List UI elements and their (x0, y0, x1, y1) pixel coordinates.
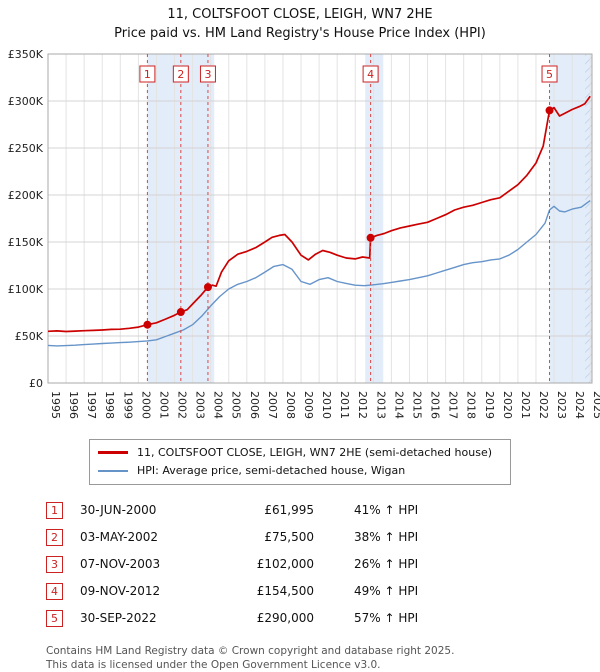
svg-text:2006: 2006 (248, 391, 261, 419)
sale-markers: 1 2 3 4 5 (139, 53, 558, 383)
svg-text:2015: 2015 (410, 391, 423, 419)
svg-text:£100K: £100K (8, 283, 44, 296)
svg-text:2016: 2016 (429, 391, 442, 419)
table-row: 4 09-NOV-2012 £154,500 49% ↑ HPI (46, 578, 600, 605)
sale-date: 07-NOV-2003 (80, 557, 161, 572)
chart-legend: 11, COLTSFOOT CLOSE, LEIGH, WN7 2HE (sem… (89, 438, 511, 485)
sale-price: £75,500 (264, 530, 314, 545)
shaded-bands (147, 53, 592, 383)
svg-text:2017: 2017 (447, 391, 460, 419)
svg-text:2019: 2019 (483, 391, 496, 419)
svg-text:2021: 2021 (519, 391, 532, 419)
svg-text:2020: 2020 (501, 391, 514, 419)
svg-text:2002: 2002 (176, 391, 189, 419)
svg-text:2: 2 (177, 68, 184, 81)
sales-table: 1 30-JUN-2000 £61,995 41% ↑ HPI 2 03-MAY-2002… (46, 497, 600, 632)
svg-text:2011: 2011 (338, 391, 351, 419)
sale-hpi-delta: 57% ↑ HPI (354, 611, 419, 626)
chart-title-block: 11, COLTSFOOT CLOSE, LEIGH, WN7 2HE Pric… (0, 0, 600, 44)
table-row: 5 30-SEP-2022 £290,000 57% ↑ HPI (46, 605, 600, 632)
sale-number-badge: 3 (46, 555, 63, 573)
svg-text:£350K: £350K (8, 48, 44, 61)
page-title: 11, COLTSFOOT CLOSE, LEIGH, WN7 2HE (167, 7, 433, 22)
svg-text:1: 1 (144, 68, 151, 81)
sale-date: 30-SEP-2022 (80, 611, 157, 626)
sale-date: 09-NOV-2012 (80, 584, 161, 599)
sale-hpi-delta: 49% ↑ HPI (354, 584, 419, 599)
legend-label-hpi: HPI: Average price, semi-detached house,… (137, 464, 406, 478)
legend-swatch-property (98, 451, 128, 455)
svg-text:4: 4 (367, 68, 374, 81)
price-chart-svg: 1995 1996 1997 1998 1999 2000 2001 2002 2003 2004… (8, 48, 600, 419)
sale-date: 30-JUN-2000 (80, 503, 157, 518)
sale-price: £290,000 (256, 611, 314, 626)
svg-text:£50K: £50K (15, 330, 44, 343)
svg-text:5: 5 (546, 68, 553, 81)
svg-text:2023: 2023 (555, 391, 568, 419)
footer-licence: This data is licensed under the Open Gov… (46, 658, 381, 671)
svg-text:£200K: £200K (8, 189, 44, 202)
svg-text:1995: 1995 (49, 391, 62, 419)
sale-price: £154,500 (256, 584, 314, 599)
svg-text:£150K: £150K (8, 236, 44, 249)
svg-text:2004: 2004 (212, 391, 225, 419)
page-subtitle: Price paid vs. HM Land Registry's House … (114, 25, 486, 41)
sale-price: £61,995 (264, 503, 314, 518)
legend-label-property: 11, COLTSFOOT CLOSE, LEIGH, WN7 2HE (sem… (137, 446, 492, 460)
svg-text:2022: 2022 (537, 391, 550, 419)
series-property-line (47, 95, 591, 333)
gridlines: 1995 1996 1997 1998 1999 2000 2001 2002 2003 2004… (8, 48, 600, 419)
svg-text:2000: 2000 (139, 391, 152, 419)
table-row: 2 03-MAY-2002 £75,500 38% ↑ HPI (46, 524, 600, 551)
svg-text:£300K: £300K (8, 95, 44, 108)
svg-text:2014: 2014 (392, 391, 405, 419)
series-hpi-line (47, 199, 591, 347)
svg-text:2005: 2005 (230, 391, 243, 419)
svg-text:2025: 2025 (591, 391, 600, 419)
svg-text:£0: £0 (29, 377, 43, 390)
svg-text:1998: 1998 (103, 391, 116, 419)
sale-hpi-delta: 41% ↑ HPI (354, 503, 419, 518)
svg-text:1997: 1997 (85, 391, 98, 419)
svg-text:2008: 2008 (284, 391, 297, 419)
legend-item-property: 11, COLTSFOOT CLOSE, LEIGH, WN7 2HE (sem… (98, 444, 502, 462)
footer: Contains HM Land Registry data © Crown c… (46, 644, 600, 672)
svg-text:2007: 2007 (266, 391, 279, 419)
price-chart: 1995 1996 1997 1998 1999 2000 2001 2002 2003 2004… (0, 46, 600, 435)
table-row: 3 07-NOV-2003 £102,000 26% ↑ HPI (46, 551, 600, 578)
svg-text:3: 3 (204, 68, 211, 81)
svg-text:2018: 2018 (465, 391, 478, 419)
svg-text:1999: 1999 (121, 391, 134, 419)
sale-number-badge: 1 (46, 501, 63, 519)
footer-copyright: Contains HM Land Registry data © Crown c… (46, 644, 455, 657)
sale-number-badge: 4 (46, 582, 63, 600)
sale-hpi-delta: 26% ↑ HPI (354, 557, 419, 572)
sale-number-badge: 2 (46, 528, 63, 546)
svg-text:£250K: £250K (8, 142, 44, 155)
legend-swatch-hpi (98, 469, 128, 472)
sale-price: £102,000 (256, 557, 314, 572)
svg-text:2009: 2009 (302, 391, 315, 419)
svg-text:2010: 2010 (320, 391, 333, 419)
sale-number-badge: 5 (46, 609, 63, 627)
legend-item-hpi: HPI: Average price, semi-detached house,… (98, 462, 502, 480)
svg-text:2012: 2012 (356, 391, 369, 419)
sale-hpi-delta: 38% ↑ HPI (354, 530, 419, 545)
table-row: 1 30-JUN-2000 £61,995 41% ↑ HPI (46, 497, 600, 524)
svg-text:2013: 2013 (374, 391, 387, 419)
svg-text:2001: 2001 (157, 391, 170, 419)
svg-text:2003: 2003 (194, 391, 207, 419)
sale-date: 03-MAY-2002 (80, 530, 159, 545)
svg-text:2024: 2024 (573, 391, 586, 419)
svg-text:1996: 1996 (67, 391, 80, 419)
